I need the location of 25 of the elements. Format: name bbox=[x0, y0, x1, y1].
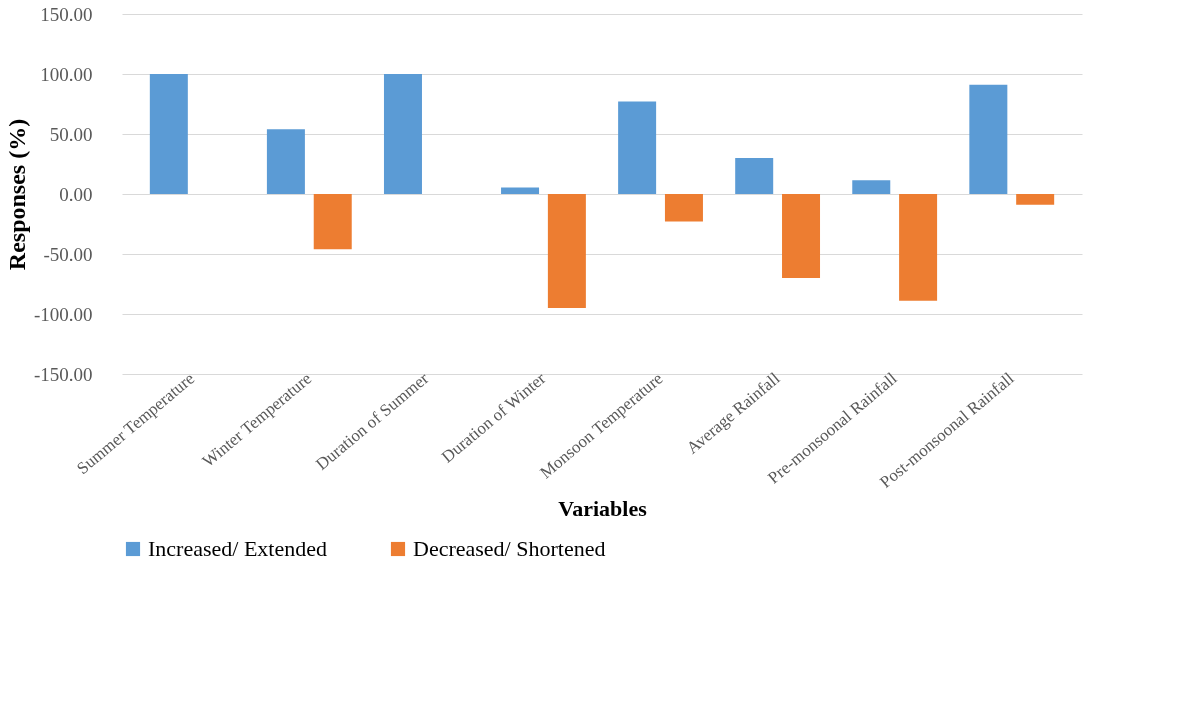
y-tick-label: 0.00 bbox=[59, 183, 93, 205]
bar bbox=[969, 84, 1008, 194]
bar bbox=[149, 74, 188, 194]
bar bbox=[735, 158, 774, 194]
bar bbox=[1016, 194, 1055, 205]
legend-label: Decreased/ Shortened bbox=[413, 536, 606, 561]
y-tick-label: -50.00 bbox=[43, 243, 93, 265]
bar bbox=[782, 194, 821, 278]
bar bbox=[266, 129, 305, 194]
y-tick-label: -150.00 bbox=[33, 363, 93, 385]
x-axis-title: Variables bbox=[558, 495, 648, 521]
bar bbox=[852, 180, 891, 194]
bar bbox=[547, 194, 586, 308]
y-tick-label: 50.00 bbox=[49, 123, 93, 145]
bar bbox=[618, 101, 657, 194]
y-axis-title: Responses (%) bbox=[3, 118, 30, 271]
y-tick-label: 100.00 bbox=[40, 63, 93, 85]
legend-label: Increased/ Extended bbox=[148, 536, 327, 561]
bar bbox=[501, 187, 540, 194]
bar bbox=[383, 74, 422, 194]
bar bbox=[313, 194, 352, 250]
bar bbox=[664, 194, 703, 222]
y-tick-label: 150.00 bbox=[40, 3, 93, 25]
y-tick-label: -100.00 bbox=[33, 303, 93, 325]
bar bbox=[899, 194, 938, 301]
